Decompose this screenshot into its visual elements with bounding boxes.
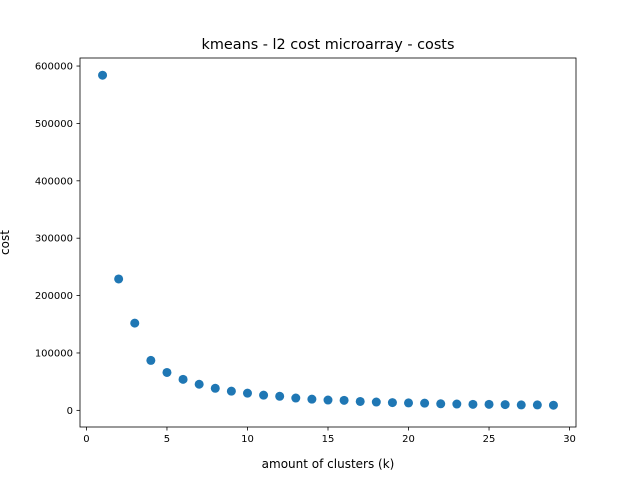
x-axis-label: amount of clusters (k)	[262, 457, 395, 471]
data-point	[387, 398, 397, 408]
data-series	[98, 70, 558, 410]
y-tick-label: 100000	[35, 348, 73, 359]
y-tick-label: 400000	[35, 176, 73, 187]
x-tick-label: 5	[164, 434, 170, 445]
data-point	[339, 395, 349, 405]
data-point	[259, 390, 269, 400]
data-point	[484, 399, 494, 409]
y-tick-label: 500000	[35, 119, 73, 130]
x-tick-label: 20	[402, 434, 415, 445]
y-axis: 0 100000 200000 300000 400000 500000 600000	[35, 62, 80, 417]
data-point	[146, 355, 156, 365]
data-point	[178, 374, 188, 384]
data-point	[516, 400, 526, 410]
data-point	[452, 399, 462, 409]
data-point	[355, 396, 365, 406]
data-point	[548, 400, 558, 410]
data-point	[242, 388, 252, 398]
x-tick-label: 15	[322, 434, 335, 445]
data-point	[162, 367, 172, 377]
y-tick-label: 600000	[35, 62, 73, 73]
data-point	[371, 397, 381, 407]
data-point	[500, 400, 510, 410]
data-point	[436, 399, 446, 409]
data-point	[404, 398, 414, 408]
data-point	[226, 386, 236, 396]
y-tick-label: 300000	[35, 234, 73, 245]
data-point	[532, 400, 542, 410]
data-point	[130, 318, 140, 328]
x-tick-label: 0	[83, 434, 89, 445]
x-tick-label: 10	[241, 434, 254, 445]
y-tick-label: 0	[67, 406, 73, 417]
data-point	[468, 399, 478, 409]
x-axis: 0 5 10 15 20 25 30	[83, 427, 576, 445]
data-point	[114, 274, 124, 284]
data-point	[291, 393, 301, 403]
data-point	[307, 394, 317, 404]
data-point	[210, 383, 220, 393]
x-tick-label: 25	[483, 434, 496, 445]
x-tick-label: 30	[563, 434, 576, 445]
data-point	[194, 379, 204, 389]
chart-title: kmeans - l2 cost microarray - costs	[202, 37, 455, 53]
data-point	[275, 391, 285, 401]
data-point	[420, 398, 430, 408]
y-tick-label: 200000	[35, 291, 73, 302]
plot-area	[79, 57, 577, 428]
data-point	[323, 395, 333, 405]
data-point	[98, 70, 108, 80]
y-axis-label: cost	[0, 230, 12, 255]
